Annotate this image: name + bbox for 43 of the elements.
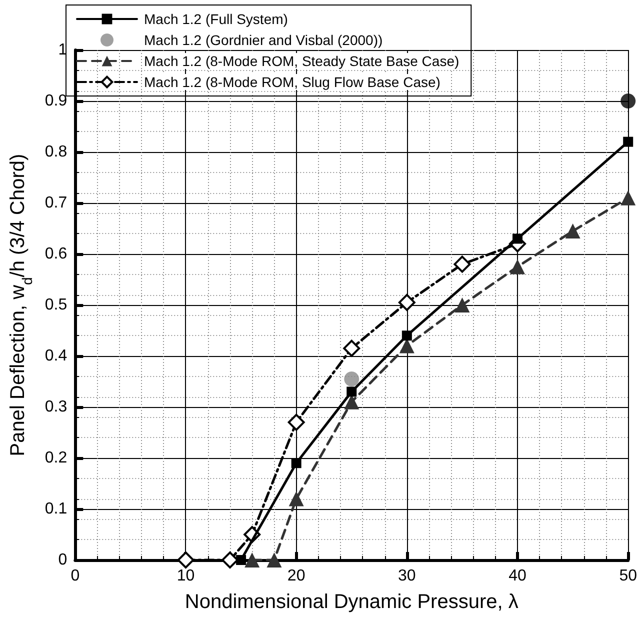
y-tick-label: 0.6: [44, 246, 68, 262]
y-tick-label: 0.7: [44, 194, 68, 212]
point: [402, 330, 412, 341]
y-tick-label: 0.4: [44, 348, 68, 364]
x-tick-label: 50: [619, 568, 638, 584]
point: [454, 298, 470, 312]
x-tick-label: 20: [287, 568, 306, 584]
x-axis-title: Nondimensional Dynamic Pressure, λ: [184, 591, 518, 613]
point: [623, 136, 634, 147]
legend-label: Mach 1.2 (8-Mode ROM, Steady State Base Case): [144, 53, 460, 69]
legend-label: Mach 1.2 (Full System): [144, 11, 288, 27]
y-tick-label: 0: [58, 552, 68, 568]
y-tick-label: 0.3: [44, 398, 68, 416]
y-tick-label: 0.1: [44, 500, 68, 518]
point: [346, 386, 357, 397]
y-tick-label: 0.2: [44, 450, 68, 466]
legend-label: Mach 1.2 (8-Mode ROM, Slug Flow Base Case): [144, 74, 440, 90]
point: [236, 555, 246, 565]
point: [291, 458, 302, 468]
y-tick-label: 0.5: [44, 296, 68, 314]
y-axis-title: Panel Deflection, wd/h (3/4 Chord): [7, 154, 35, 456]
point: [512, 234, 523, 244]
point: [288, 491, 304, 506]
x-tick-label: 10: [176, 568, 195, 584]
point: [565, 224, 580, 239]
point: [288, 414, 305, 431]
point: [510, 259, 526, 274]
x-tick-label: 0: [70, 568, 80, 584]
point: [221, 552, 238, 568]
y-tick-label: 1: [58, 42, 68, 58]
legend-label: Mach 1.2 (Gordnier and Visbal (2000)): [144, 32, 383, 48]
x-tick-label: 40: [508, 568, 527, 584]
point: [620, 190, 636, 206]
point: [454, 256, 471, 273]
point: [343, 340, 360, 357]
y-tick-label: 0.9: [44, 92, 68, 110]
point: [244, 552, 260, 568]
point: [344, 371, 360, 386]
x-tick-label: 30: [398, 568, 416, 584]
y-tick-label: 0.8: [44, 144, 68, 160]
point: [398, 294, 416, 311]
point: [177, 552, 194, 568]
point: [266, 552, 282, 568]
